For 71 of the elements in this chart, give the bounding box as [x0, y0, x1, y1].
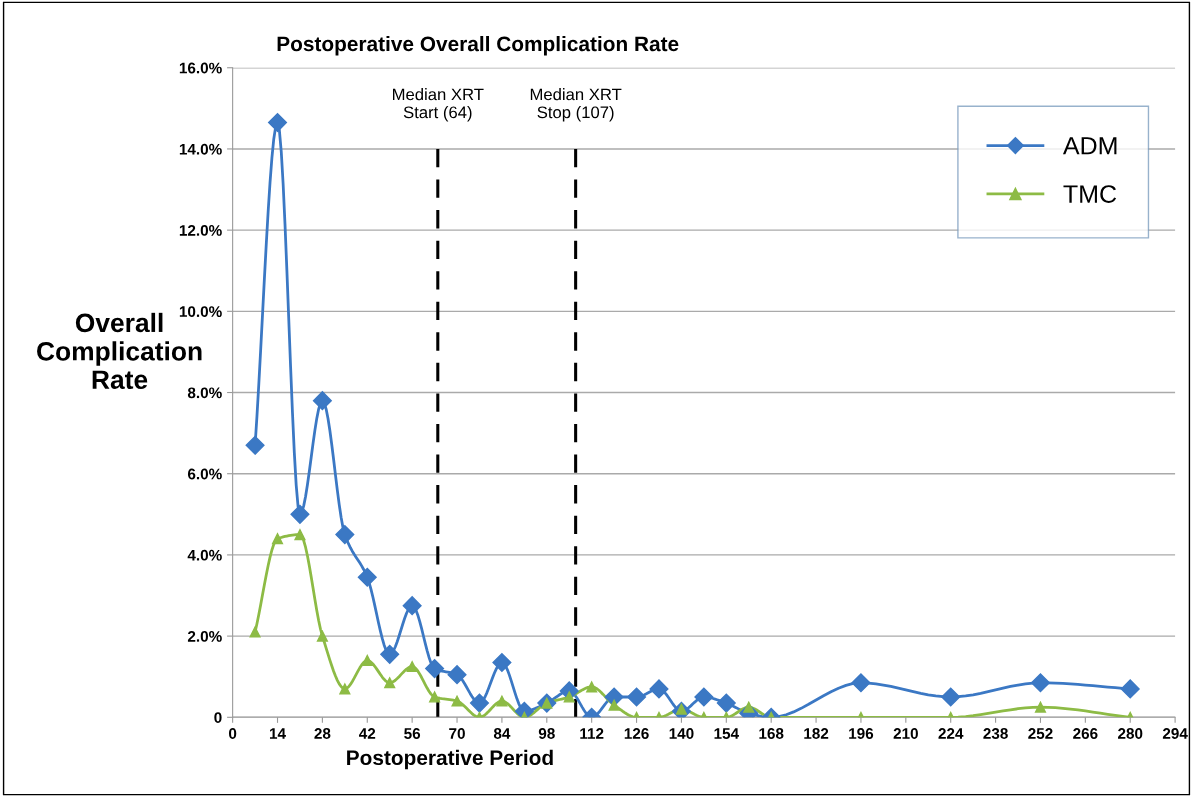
x-tick-label: 28	[314, 728, 331, 739]
y-tick-label: 16.0%	[179, 62, 222, 74]
point	[361, 654, 373, 667]
point	[492, 652, 512, 673]
y-tick-label: 0	[214, 712, 222, 723]
point	[851, 673, 871, 693]
point	[384, 677, 396, 689]
x-tick-label: 0	[228, 728, 237, 739]
point	[339, 683, 351, 695]
legend-label: TMC	[1063, 185, 1117, 203]
x-tick-label: 14	[269, 728, 286, 739]
y-tick-label: 12.0%	[179, 225, 222, 236]
point	[267, 113, 288, 133]
y-tick-label: 10.0%	[179, 306, 222, 318]
point	[1030, 673, 1051, 693]
point	[406, 660, 418, 673]
x-tick-label: 238	[983, 728, 1008, 739]
point	[469, 693, 490, 713]
y-tick-label: 14.0%	[179, 143, 222, 155]
x-tick-label: 168	[759, 728, 784, 739]
point	[335, 525, 355, 545]
point	[716, 693, 736, 713]
x-tick-label: 84	[493, 728, 511, 739]
ref-line-label: Median XRT Start (64)	[393, 88, 484, 122]
point	[447, 665, 467, 685]
point	[271, 533, 284, 545]
point	[586, 681, 598, 693]
x-tick-label: 56	[404, 728, 421, 739]
point	[1120, 679, 1140, 699]
point	[941, 687, 961, 707]
point	[627, 687, 647, 707]
point	[496, 695, 508, 707]
point	[694, 687, 714, 707]
point	[312, 391, 332, 411]
y-tick-label: 2.0%	[187, 630, 222, 642]
point	[429, 691, 441, 703]
y-tick-label: 6.0%	[187, 468, 222, 480]
point	[402, 596, 422, 616]
x-tick-label: 70	[449, 728, 465, 739]
point	[357, 567, 377, 587]
chart-title: Postoperative Overall Complication Rate	[277, 35, 679, 56]
x-tick-label: 182	[804, 728, 829, 739]
point	[1034, 701, 1047, 713]
x-tick-label: 252	[1028, 728, 1053, 739]
point	[249, 626, 261, 638]
point	[425, 659, 445, 679]
x-tick-label: 210	[893, 728, 918, 739]
point	[451, 695, 463, 707]
x-tick-label: 224	[938, 728, 964, 739]
point	[608, 699, 620, 711]
x-tick-label: 280	[1118, 728, 1143, 739]
legend-label: ADM	[1062, 137, 1117, 155]
x-tick-label: 266	[1073, 728, 1098, 739]
point	[245, 435, 265, 455]
y-tick-label: 4.0%	[187, 549, 222, 561]
ref-line-label: Median XRT Stop (107)	[530, 88, 622, 122]
point	[380, 644, 400, 664]
x-tick-label: 294	[1162, 728, 1188, 739]
point	[290, 504, 310, 524]
x-tick-label: 112	[580, 728, 604, 739]
point	[294, 529, 306, 541]
x-tick-label: 98	[538, 728, 555, 739]
point	[563, 691, 575, 703]
x-tick-label: 140	[669, 728, 694, 739]
x-tick-label: 126	[624, 728, 649, 739]
x-axis-title: Postoperative Period	[347, 749, 553, 770]
x-tick-label: 196	[849, 728, 874, 739]
point	[649, 679, 669, 699]
x-tick-label: 42	[359, 728, 376, 739]
x-tick-label: 154	[714, 728, 739, 739]
point	[316, 630, 328, 642]
